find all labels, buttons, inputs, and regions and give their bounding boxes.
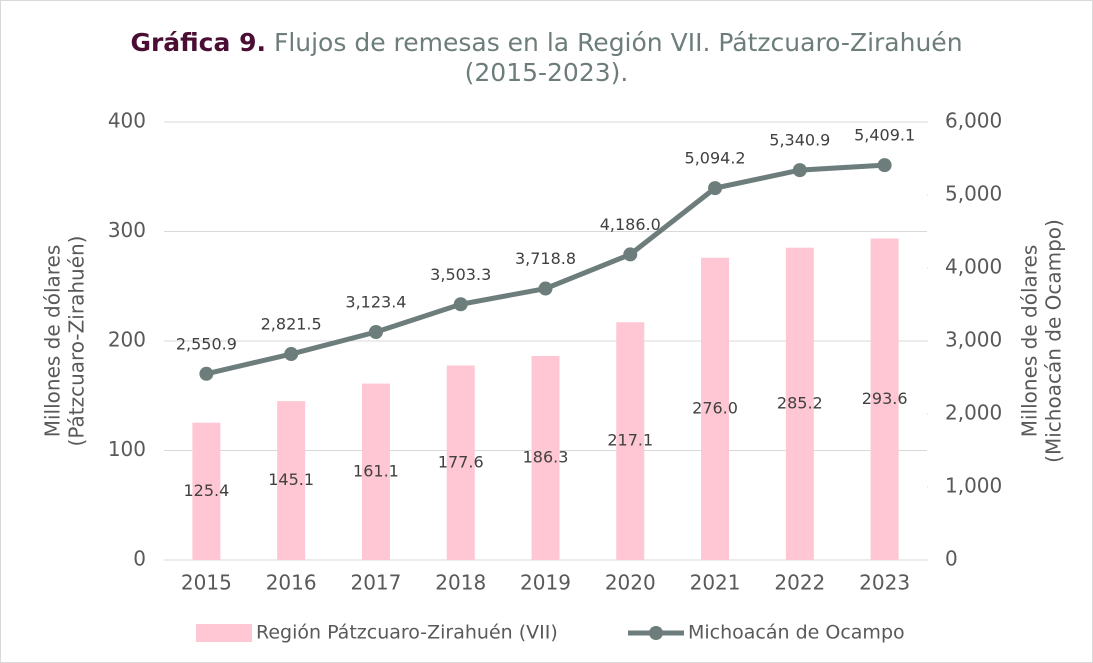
bar-value-label: 217.1 <box>607 431 653 450</box>
y-tick-label: 0 <box>133 547 146 571</box>
bar <box>361 383 390 560</box>
line-marker <box>877 158 892 173</box>
line-marker <box>708 181 723 196</box>
y2-tick-label: 4,000 <box>945 255 1002 279</box>
line <box>205 162 885 377</box>
line-marker <box>199 366 214 381</box>
bar <box>446 365 475 560</box>
line-marker <box>284 347 299 362</box>
bar <box>616 322 645 560</box>
title-text: Flujos de remesas en la Región VII. Pátz… <box>273 28 963 87</box>
line-value-label: 2,550.9 <box>176 334 237 353</box>
line-marker <box>368 324 383 339</box>
bar <box>870 238 899 560</box>
y2label: (Michoacán de Ocampo) <box>1042 219 1066 463</box>
bar <box>277 401 306 560</box>
bar <box>701 257 730 560</box>
x-tick-label: 2022 <box>774 571 825 595</box>
x-tick-label: 2021 <box>690 571 741 595</box>
legend-label: Región Pátzcuaro-Zirahuén (VII) <box>256 622 558 644</box>
y-tick-label: 200 <box>108 328 146 352</box>
bar-value-label: 177.6 <box>438 452 484 471</box>
line-value-label: 3,503.3 <box>430 265 491 284</box>
line-value-label: 4,186.0 <box>600 215 661 234</box>
ylabel: Millones de dólares <box>41 245 65 438</box>
y-tick-label: 300 <box>108 218 146 242</box>
ylabel: (Pátzcuaro-Zirahuén) <box>65 236 89 447</box>
y2-tick-label: 6,000 <box>945 109 1002 133</box>
bar <box>531 356 560 560</box>
y-tick-label: 400 <box>108 109 146 133</box>
legend-swatch <box>196 624 252 642</box>
line-value-label: 5,094.2 <box>685 149 746 168</box>
bar-value-label: 293.6 <box>862 389 908 408</box>
line-marker <box>792 163 807 178</box>
chart-title: Gráfica 9. Flujos de remesas en la Regió… <box>100 28 993 88</box>
y2-tick-label: 5,000 <box>945 182 1002 206</box>
y-tick-label: 100 <box>108 437 146 461</box>
y2-tick-label: 0 <box>945 547 958 571</box>
y2label: Millones de dólares <box>1018 245 1042 438</box>
title-label: Gráfica 9. <box>130 28 266 57</box>
line-value-label: 3,718.8 <box>515 249 576 268</box>
bar-value-label: 125.4 <box>183 481 229 500</box>
y2-tick-label: 2,000 <box>945 401 1002 425</box>
line-value-label: 3,123.4 <box>345 292 406 311</box>
y2-tick-label: 3,000 <box>945 328 1002 352</box>
x-tick-label: 2015 <box>181 571 232 595</box>
bar-value-label: 285.2 <box>777 393 823 412</box>
x-tick-label: 2019 <box>520 571 571 595</box>
y2-tick-label: 1,000 <box>945 474 1002 498</box>
line-marker <box>538 281 553 296</box>
bar <box>785 247 814 560</box>
bar-value-label: 145.1 <box>268 470 314 489</box>
x-tick-label: 2016 <box>266 571 317 595</box>
x-tick-label: 2020 <box>605 571 656 595</box>
line-value-label: 2,821.5 <box>261 315 322 334</box>
legend-label: Michoacán de Ocampo <box>688 622 905 644</box>
bar <box>192 422 221 560</box>
x-tick-label: 2018 <box>435 571 486 595</box>
x-tick-label: 2017 <box>350 571 401 595</box>
x-tick-label: 2023 <box>859 571 910 595</box>
bar-value-label: 186.3 <box>523 448 569 467</box>
line-marker <box>453 297 468 312</box>
line-marker <box>623 247 638 262</box>
bar-value-label: 276.0 <box>692 398 738 417</box>
line-value-label: 5,409.1 <box>854 126 915 145</box>
bar-value-label: 161.1 <box>353 461 399 480</box>
legend-marker <box>649 626 663 640</box>
line-value-label: 5,340.9 <box>769 131 830 150</box>
